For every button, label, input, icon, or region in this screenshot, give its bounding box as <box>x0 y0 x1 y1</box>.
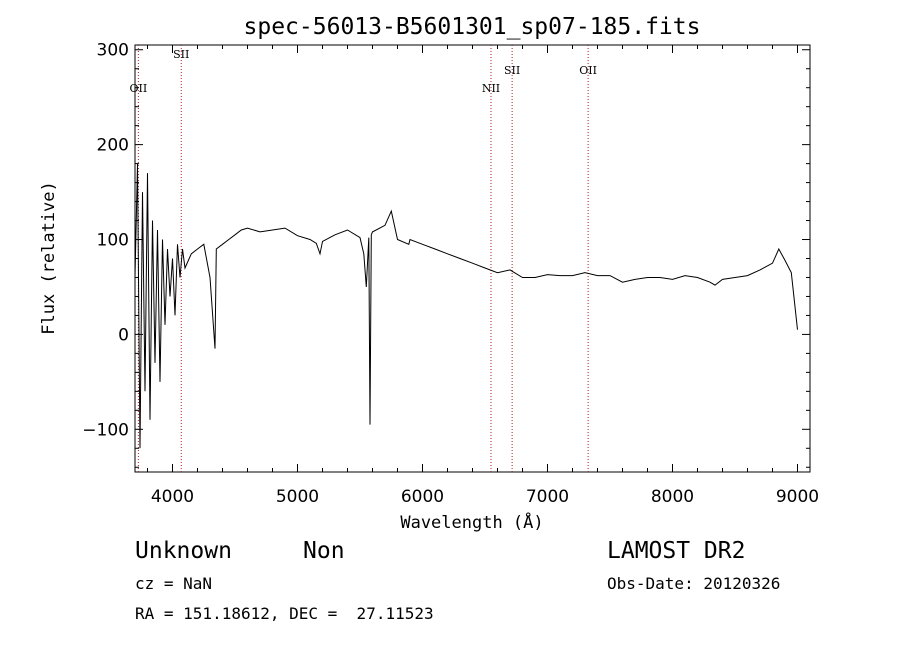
x-tick-label: 4000 <box>151 487 194 507</box>
x-tick-label: 6000 <box>401 487 444 507</box>
x-tick-label: 5000 <box>276 487 319 507</box>
redshift-value: cz = NaN <box>135 574 213 593</box>
emission-line-markers: OII SII NII SII OII <box>130 45 597 472</box>
y-axis-label: Flux (relative) <box>39 181 59 335</box>
chart-title: spec-56013-B5601301_sp07-185.fits <box>244 14 701 40</box>
survey-name: LAMOST DR2 <box>607 538 746 564</box>
observation-date: Obs-Date: 20120326 <box>607 574 781 593</box>
marker-label: SII <box>504 64 520 77</box>
y-tick-label: 200 <box>97 136 129 156</box>
object-class: Unknown <box>135 538 232 564</box>
y-tick-label: 100 <box>97 231 129 251</box>
y-axis-ticks: −100 0 100 200 300 <box>82 41 810 468</box>
x-tick-label: 9000 <box>776 487 819 507</box>
y-tick-label: −100 <box>82 420 129 440</box>
marker-label: SII <box>173 48 189 61</box>
marker-label: OII <box>579 64 597 77</box>
plot-frame <box>134 44 811 473</box>
coordinates: RA = 151.18612, DEC = 27.11523 <box>135 604 434 623</box>
y-tick-label: 300 <box>97 41 129 61</box>
marker-label: NII <box>482 82 500 95</box>
x-axis-ticks: 4000 5000 6000 7000 8000 9000 <box>147 45 819 507</box>
marker-label: OII <box>130 82 148 95</box>
x-tick-label: 8000 <box>651 487 694 507</box>
x-tick-label: 7000 <box>526 487 569 507</box>
x-axis-label: Wavelength (Å) <box>400 511 543 533</box>
spectrum-line <box>134 163 798 449</box>
object-subclass: Non <box>303 538 345 564</box>
y-tick-label: 0 <box>118 325 129 345</box>
